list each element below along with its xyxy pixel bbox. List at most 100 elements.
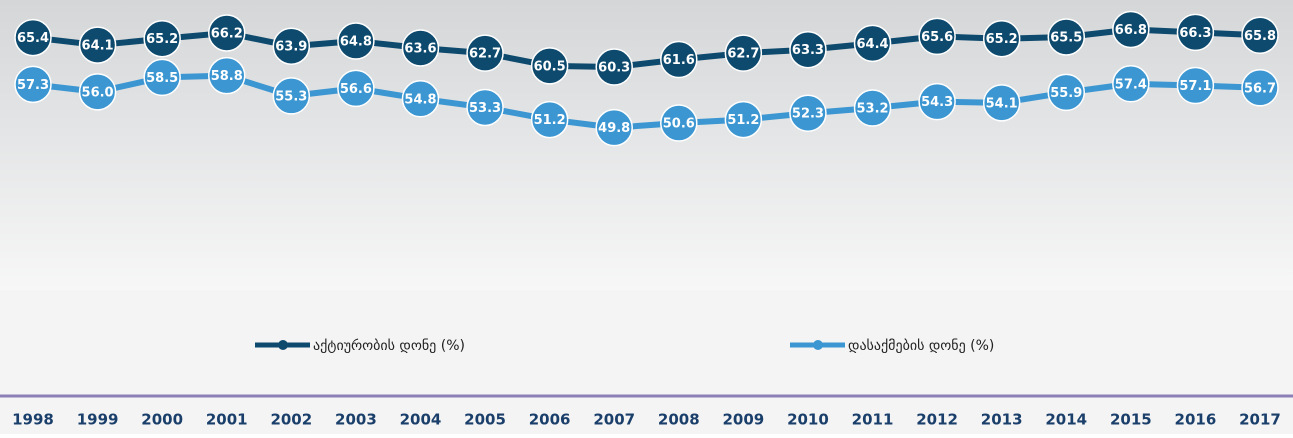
data-point xyxy=(337,22,375,60)
data-point xyxy=(595,48,633,86)
data-point xyxy=(789,94,827,132)
data-point xyxy=(1241,16,1279,55)
data-label: 66.2 xyxy=(211,26,243,41)
data-point xyxy=(207,56,246,95)
x-tick-label: 2009 xyxy=(722,411,764,429)
data-label: 64.8 xyxy=(340,35,372,50)
data-point xyxy=(660,104,698,142)
data-label: 56.6 xyxy=(340,82,372,97)
x-tick-label: 2016 xyxy=(1175,411,1217,429)
data-point xyxy=(530,47,569,85)
data-label: 55.9 xyxy=(1050,86,1082,101)
data-point xyxy=(466,88,504,127)
data-label: 66.3 xyxy=(1179,26,1211,41)
data-point xyxy=(466,34,504,72)
data-point xyxy=(530,100,569,139)
data-point xyxy=(14,18,52,57)
data-label: 65.5 xyxy=(1050,30,1082,45)
x-tick-label: 1999 xyxy=(77,411,119,429)
x-tick-label: 2011 xyxy=(852,411,894,429)
x-tick-label: 2001 xyxy=(206,411,248,429)
data-label: 62.7 xyxy=(469,47,501,62)
data-label: 62.7 xyxy=(727,47,759,62)
x-tick-label: 1998 xyxy=(12,411,54,429)
data-point xyxy=(918,17,956,56)
data-label: 65.2 xyxy=(986,32,1018,47)
data-label: 65.6 xyxy=(921,30,953,45)
data-point xyxy=(1112,10,1150,49)
plot-background xyxy=(0,0,1293,290)
x-tick-label: 2002 xyxy=(270,411,312,429)
data-point xyxy=(660,40,698,79)
data-point xyxy=(982,19,1021,58)
data-label: 53.2 xyxy=(856,102,888,117)
data-label: 54.1 xyxy=(986,96,1018,111)
data-label: 54.3 xyxy=(921,95,953,110)
data-point xyxy=(1176,66,1215,105)
data-label: 66.8 xyxy=(1115,23,1147,38)
data-point xyxy=(272,77,311,115)
x-tick-label: 2005 xyxy=(464,411,506,429)
data-label: 56.0 xyxy=(82,85,114,100)
data-point xyxy=(1047,73,1086,112)
x-tick-label: 2007 xyxy=(593,411,635,429)
data-point xyxy=(918,82,956,121)
data-label: 57.3 xyxy=(17,78,49,93)
data-label: 55.3 xyxy=(275,89,307,104)
data-label: 63.6 xyxy=(404,41,436,56)
data-label: 51.2 xyxy=(534,113,566,128)
x-tick-label: 2015 xyxy=(1110,411,1152,429)
data-point xyxy=(401,29,440,67)
data-point xyxy=(143,19,181,58)
data-point xyxy=(78,26,117,64)
data-label: 60.3 xyxy=(598,61,630,76)
x-tick-label: 2006 xyxy=(529,411,571,429)
footer-background xyxy=(0,290,1293,434)
data-point xyxy=(982,84,1021,122)
data-label: 49.8 xyxy=(598,121,630,136)
data-label: 65.4 xyxy=(17,31,49,46)
data-point xyxy=(272,27,311,65)
data-point xyxy=(1176,13,1215,52)
data-point xyxy=(78,73,117,111)
x-tick-label: 2003 xyxy=(335,411,377,429)
data-point xyxy=(207,14,246,52)
legend-label: აქტიურობის დონე (%) xyxy=(313,337,465,354)
data-label: 58.5 xyxy=(146,71,178,86)
x-tick-label: 2010 xyxy=(787,411,829,429)
data-label: 54.8 xyxy=(404,92,436,107)
data-label: 63.9 xyxy=(275,40,307,55)
data-point xyxy=(1112,65,1150,103)
legend-marker xyxy=(278,340,288,350)
x-tick-label: 2008 xyxy=(658,411,700,429)
data-point xyxy=(853,24,892,63)
data-label: 51.2 xyxy=(727,113,759,128)
legend-label: დასაქმების დონე (%) xyxy=(848,338,994,354)
x-tick-label: 2000 xyxy=(141,411,183,429)
data-label: 50.6 xyxy=(663,117,695,132)
data-point xyxy=(595,108,633,147)
data-point xyxy=(401,80,440,118)
data-label: 63.3 xyxy=(792,43,824,58)
data-label: 57.4 xyxy=(1115,77,1147,92)
data-label: 58.8 xyxy=(211,69,243,84)
data-point xyxy=(1241,69,1279,107)
data-point xyxy=(337,69,375,108)
data-label: 64.1 xyxy=(82,39,114,54)
data-point xyxy=(143,58,181,97)
data-point xyxy=(14,65,52,104)
data-point xyxy=(1047,18,1086,56)
data-label: 64.4 xyxy=(856,37,888,52)
data-label: 53.3 xyxy=(469,101,501,116)
data-label: 52.3 xyxy=(792,107,824,122)
data-label: 65.8 xyxy=(1244,29,1276,44)
x-tick-label: 2014 xyxy=(1045,411,1087,429)
data-point xyxy=(724,34,763,72)
data-label: 56.7 xyxy=(1244,81,1276,96)
x-tick-label: 2012 xyxy=(916,411,958,429)
data-label: 61.6 xyxy=(663,53,695,68)
data-point xyxy=(724,100,763,139)
x-tick-label: 2017 xyxy=(1239,411,1281,429)
data-label: 60.5 xyxy=(534,59,566,74)
